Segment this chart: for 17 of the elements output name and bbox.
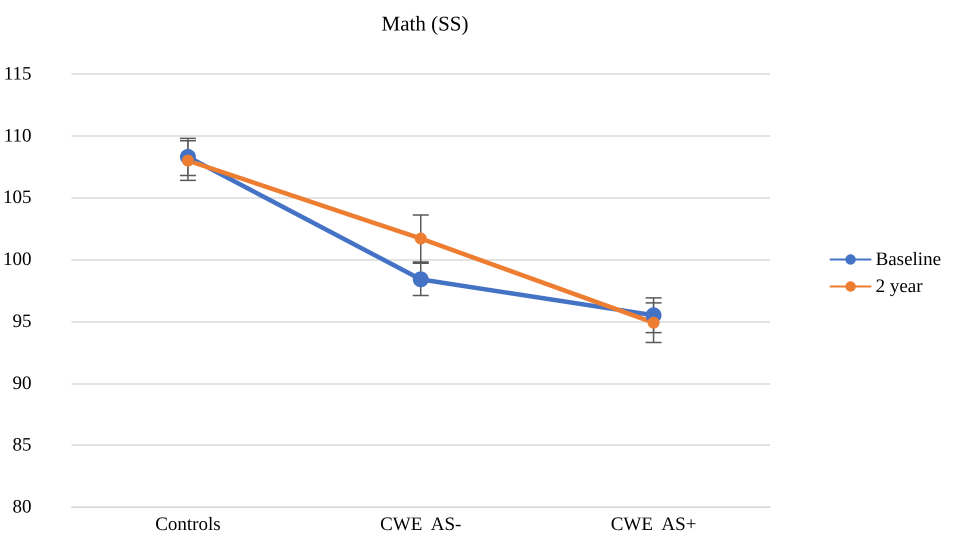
y-tick-label: 115 (4, 64, 32, 84)
y-tick-label: 90 (12, 372, 32, 394)
legend-label: Baseline (876, 249, 942, 270)
point (412, 271, 429, 288)
x-tick-label: Controls (155, 514, 221, 535)
y-tick-label: 110 (4, 125, 32, 146)
y-tick-label: 80 (12, 496, 32, 518)
point (648, 316, 660, 329)
chart-title: Math (SS) (382, 12, 468, 36)
x-tick-label: CWE AS- (380, 514, 462, 535)
y-tick-label: 100 (3, 249, 32, 270)
x-tick-label: CWE AS+ (610, 514, 696, 535)
point (414, 232, 427, 245)
y-tick-label: 105 (3, 187, 32, 208)
y-tick-label: 95 (12, 310, 32, 332)
y-tick-label: 85 (12, 434, 32, 456)
legend-label: 2 year (876, 276, 924, 297)
